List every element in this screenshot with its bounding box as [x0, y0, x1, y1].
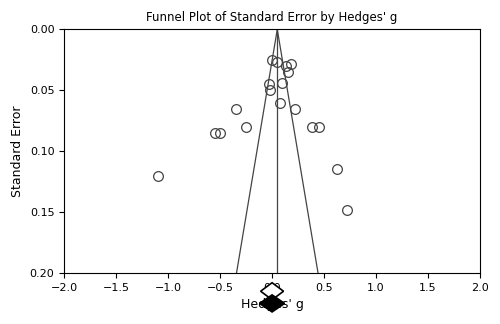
Polygon shape	[260, 283, 283, 300]
Polygon shape	[260, 295, 284, 312]
Y-axis label: Standard Error: Standard Error	[11, 105, 24, 197]
X-axis label: Hedges' g: Hedges' g	[240, 298, 304, 311]
Title: Funnel Plot of Standard Error by Hedges' g: Funnel Plot of Standard Error by Hedges'…	[146, 11, 398, 24]
